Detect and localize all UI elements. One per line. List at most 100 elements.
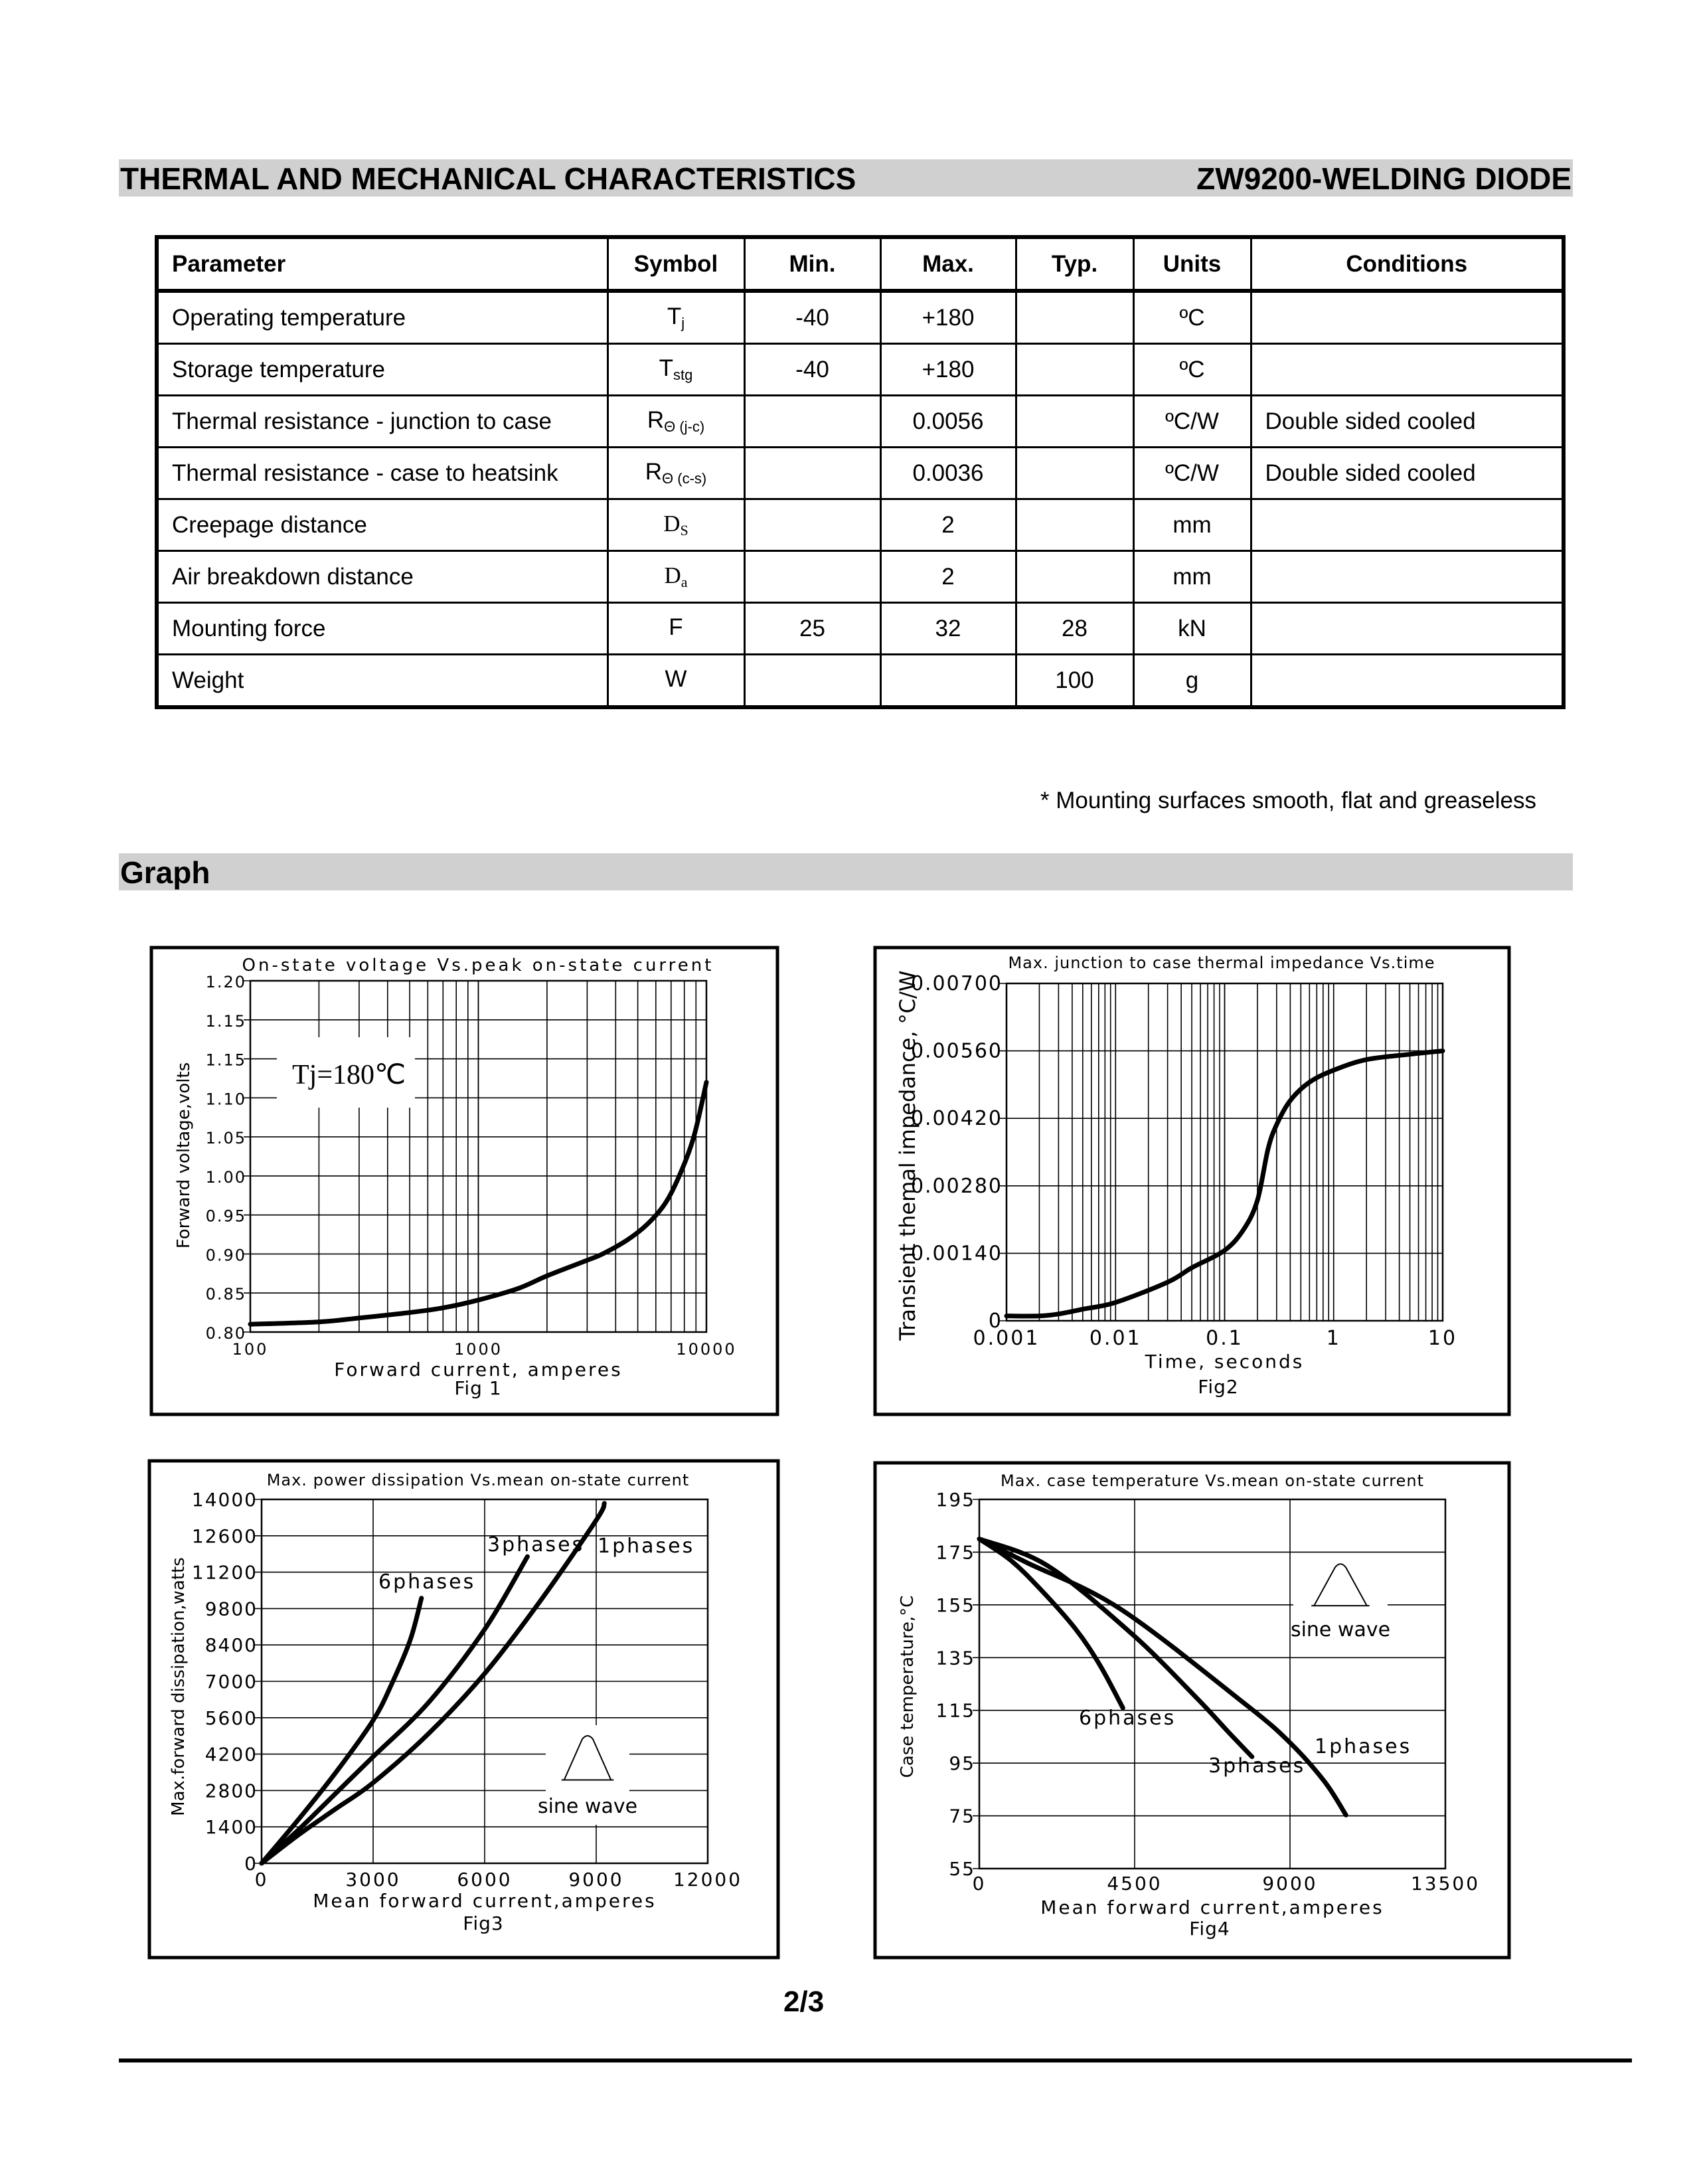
x-tick-label: 9000 <box>1262 1873 1317 1894</box>
symbol-base: T <box>659 355 674 381</box>
x-axis-label: Time, seconds <box>1145 1351 1305 1373</box>
symbol-subscript: stg <box>673 367 693 383</box>
characteristics-table: Parameter Symbol Min. Max. Typ. Units Co… <box>155 235 1566 709</box>
symbol-cell: F <box>606 602 746 655</box>
y-tick-label: 0.00140 <box>911 1242 1003 1265</box>
graph-header-band: Graph <box>119 853 1573 890</box>
y-axis-label: Forward voltage,volts <box>174 1062 194 1249</box>
x-tick-label: 0.01 <box>1089 1327 1142 1350</box>
chart-frame <box>147 1459 780 1960</box>
series-curve <box>1004 1049 1445 1319</box>
y-tick-label: 1.15 <box>206 1051 246 1070</box>
plot-area <box>249 979 708 1333</box>
column-header: Symbol <box>606 236 746 293</box>
x-tick-label: 6000 <box>457 1869 512 1890</box>
symbol: DS <box>663 511 688 539</box>
symbol: RΘ (j-c) <box>647 407 704 435</box>
units-cell: mm <box>1132 498 1252 552</box>
max-cell <box>879 653 1017 709</box>
x-tick-label: 100 <box>232 1340 269 1359</box>
chart-title: Max. case temperature Vs.mean on-state c… <box>1001 1471 1424 1490</box>
symbol-cell: RΘ (j-c) <box>606 394 746 448</box>
footer-rule <box>119 2058 1632 2062</box>
y-axis-label: Transient themal impedance, °C/W <box>895 970 920 1341</box>
page-number: 2/3 <box>783 1985 825 2018</box>
sine-wave-inset <box>1293 1554 1388 1648</box>
x-axis-label: Forward current, amperes <box>334 1359 622 1381</box>
symbol: Tstg <box>659 355 693 383</box>
series-curve-3phases <box>977 1537 1255 1760</box>
table-row: Thermal resistance - junction to case RΘ … <box>155 394 1565 448</box>
y-tick-label: 95 <box>949 1752 975 1774</box>
chart-title: Max. power dissipation Vs.mean on-state … <box>267 1471 690 1489</box>
min-cell <box>743 394 882 448</box>
parameter-cell: Mounting force <box>155 602 609 655</box>
y-tick-label: 0.90 <box>206 1246 246 1264</box>
x-tick-label: 0 <box>255 1869 269 1890</box>
y-tick-label: 14000 <box>192 1489 258 1511</box>
plot-area <box>978 1498 1447 1870</box>
max-cell: 0.0036 <box>879 446 1017 500</box>
symbol-subscript: a <box>681 574 688 590</box>
symbol: Da <box>664 562 688 590</box>
typ-cell <box>1014 290 1135 345</box>
max-cell: 0.0056 <box>879 394 1017 448</box>
typ-cell <box>1014 498 1135 552</box>
y-tick-label: 0.00280 <box>911 1175 1003 1198</box>
figure-caption: Fig4 <box>1189 1918 1230 1940</box>
symbol: RΘ (c-s) <box>645 459 706 487</box>
units-cell: ºC <box>1132 343 1252 396</box>
x-tick-label: 0.001 <box>973 1327 1040 1350</box>
plot-area <box>260 1498 709 1865</box>
series-curve-6phases <box>977 1537 1125 1711</box>
symbol-base: F <box>669 614 683 640</box>
x-axis-label: Mean forward current,amperes <box>313 1890 657 1912</box>
x-tick-label: 10000 <box>676 1340 736 1359</box>
max-cell: 32 <box>879 602 1017 655</box>
x-tick-label: 10 <box>1428 1327 1457 1350</box>
x-tick-label: 12000 <box>673 1869 742 1890</box>
typ-cell <box>1014 394 1135 448</box>
units-cell: ºC <box>1132 290 1252 345</box>
min-cell: -40 <box>743 290 882 345</box>
symbol-base: D <box>663 511 681 537</box>
parameter-cell: Weight <box>155 653 609 709</box>
units-cell: kN <box>1132 602 1252 655</box>
max-cell: 2 <box>879 498 1017 552</box>
min-cell <box>743 498 882 552</box>
column-header: Conditions <box>1250 236 1565 293</box>
y-tick-label: 155 <box>936 1594 975 1616</box>
symbol-base: R <box>647 407 665 433</box>
y-tick-label: 135 <box>936 1647 975 1669</box>
symbol: W <box>665 666 686 692</box>
y-tick-label: 0.00700 <box>911 972 1003 995</box>
series-label: 3phases <box>487 1533 584 1556</box>
conditions-cell <box>1250 290 1565 345</box>
y-tick-label: 0.00420 <box>911 1107 1003 1130</box>
typ-cell <box>1014 446 1135 500</box>
x-axis-label: Mean forward current,amperes <box>1040 1896 1384 1918</box>
series-label: 1phases <box>598 1535 694 1558</box>
chart-title: Max. junction to case thermal impedance … <box>1008 954 1435 972</box>
symbol-subscript: S <box>680 522 688 539</box>
table-row: Storage temperature Tstg -40 +180 ºC <box>155 343 1565 396</box>
chart-fig2: 0.001 0.01 0.1 1 10 0 0.00140 0.00280 0.00420 0.0… <box>873 946 1511 1416</box>
symbol-base: W <box>665 666 687 692</box>
sine-wave-icon <box>561 1735 614 1781</box>
y-tick-label: 75 <box>949 1806 975 1827</box>
product-name: ZW9200-WELDING DIODE <box>1196 161 1572 196</box>
series-label: 6phases <box>1079 1707 1176 1730</box>
min-cell <box>743 550 882 604</box>
symbol-cell: Tstg <box>606 343 746 396</box>
conditions-cell <box>1250 498 1565 552</box>
series-curve-1phases <box>977 1537 1348 1817</box>
symbol-cell: RΘ (c-s) <box>606 446 746 500</box>
chart-fig4: sine wave 6phases 3phases 1phases 0 4500 9000 1… <box>873 1461 1511 1960</box>
typ-cell: 28 <box>1014 602 1135 655</box>
conditions-cell: Double sided cooled <box>1250 394 1565 448</box>
y-tick-label: 0.80 <box>206 1324 246 1343</box>
x-tick-label: 13500 <box>1411 1873 1480 1894</box>
y-tick-label: 0.00560 <box>911 1040 1003 1063</box>
max-cell: +180 <box>879 343 1017 396</box>
min-cell: 25 <box>743 602 882 655</box>
